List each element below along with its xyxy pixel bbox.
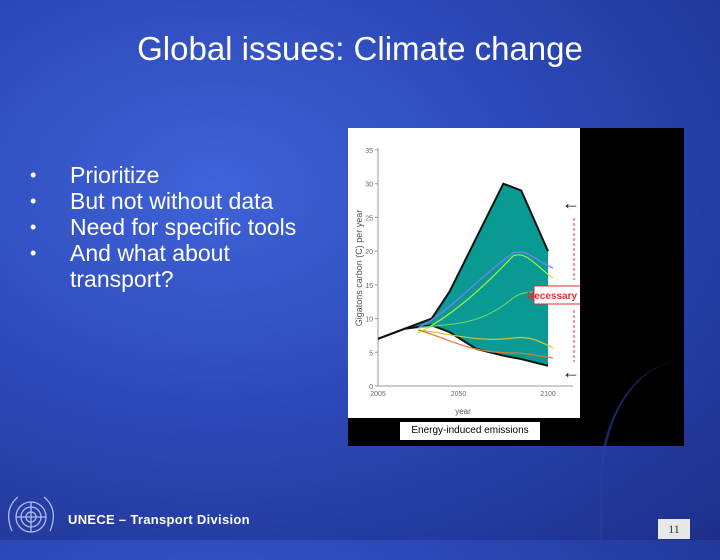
- y-tick-label: 10: [365, 317, 373, 324]
- scenario-line-orange: [417, 329, 554, 359]
- bullet-item: • And what about transport?: [28, 240, 338, 292]
- bullet-dot-icon: •: [30, 191, 37, 211]
- y-tick-label: 30: [365, 182, 373, 189]
- bullet-dot-icon: •: [30, 165, 37, 185]
- scenario-line-yellow: [417, 329, 554, 349]
- decorative-swoosh: [600, 360, 720, 560]
- footer-division: UNECE – Transport Division: [68, 512, 250, 527]
- bullet-item: • Need for specific tools: [28, 214, 338, 240]
- bullet-item: • Prioritize: [28, 162, 338, 188]
- slide-title: Global issues: Climate change: [137, 30, 583, 67]
- upper-bound-line: [377, 182, 549, 340]
- bullet-item: • But not without data: [28, 188, 338, 214]
- y-tick-label: 0: [369, 384, 373, 391]
- y-axis-label: Gigatons carbon (C) per year: [354, 210, 364, 327]
- bullet-text: Need for specific tools: [70, 214, 297, 240]
- x-tick-label: 2005: [370, 391, 386, 398]
- y-tick-label: 15: [365, 283, 373, 290]
- bullet-text: Prioritize: [70, 162, 160, 188]
- bullet-text: But not without data: [70, 188, 274, 214]
- emissions-figure: 0 5 10 15 20 25 30 35 2005 2050 2100 Gigatons car…: [348, 128, 684, 446]
- figure-caption: Energy-induced emissions: [400, 422, 540, 440]
- scenario-line-blue: [417, 251, 554, 329]
- arrow-left-icon: ←: [562, 193, 580, 213]
- page-number: 11: [658, 519, 690, 539]
- bullet-list: • Prioritize • But not without data • Need …: [28, 162, 338, 292]
- necessary-reductions-label: Necessary reductions: [527, 291, 580, 302]
- x-tick-label: 2100: [540, 391, 556, 398]
- arrow-left-icon: ←: [562, 362, 580, 382]
- un-emblem-icon: [7, 496, 55, 533]
- emissions-area: [378, 183, 548, 366]
- scenario-line-green: [417, 254, 554, 334]
- plot-area: 0 5 10 15 20 25 30 35 2005 2050 2100 Gigatons car…: [348, 128, 631, 418]
- emissions-chart: 0 5 10 15 20 25 30 35 2005 2050 2100 Gigatons car…: [354, 148, 631, 416]
- lower-bound-line: [377, 324, 549, 367]
- y-tick-label: 25: [365, 215, 373, 222]
- y-tick-label: 5: [369, 350, 373, 357]
- x-tick-label: 2050: [451, 391, 467, 398]
- bullet-text: And what about transport?: [70, 240, 230, 292]
- y-tick-label: 20: [365, 249, 373, 256]
- bullet-dot-icon: •: [30, 217, 37, 237]
- y-tick-label: 35: [365, 148, 373, 155]
- x-axis-label: year: [455, 407, 471, 416]
- bullet-dot-icon: •: [30, 243, 37, 263]
